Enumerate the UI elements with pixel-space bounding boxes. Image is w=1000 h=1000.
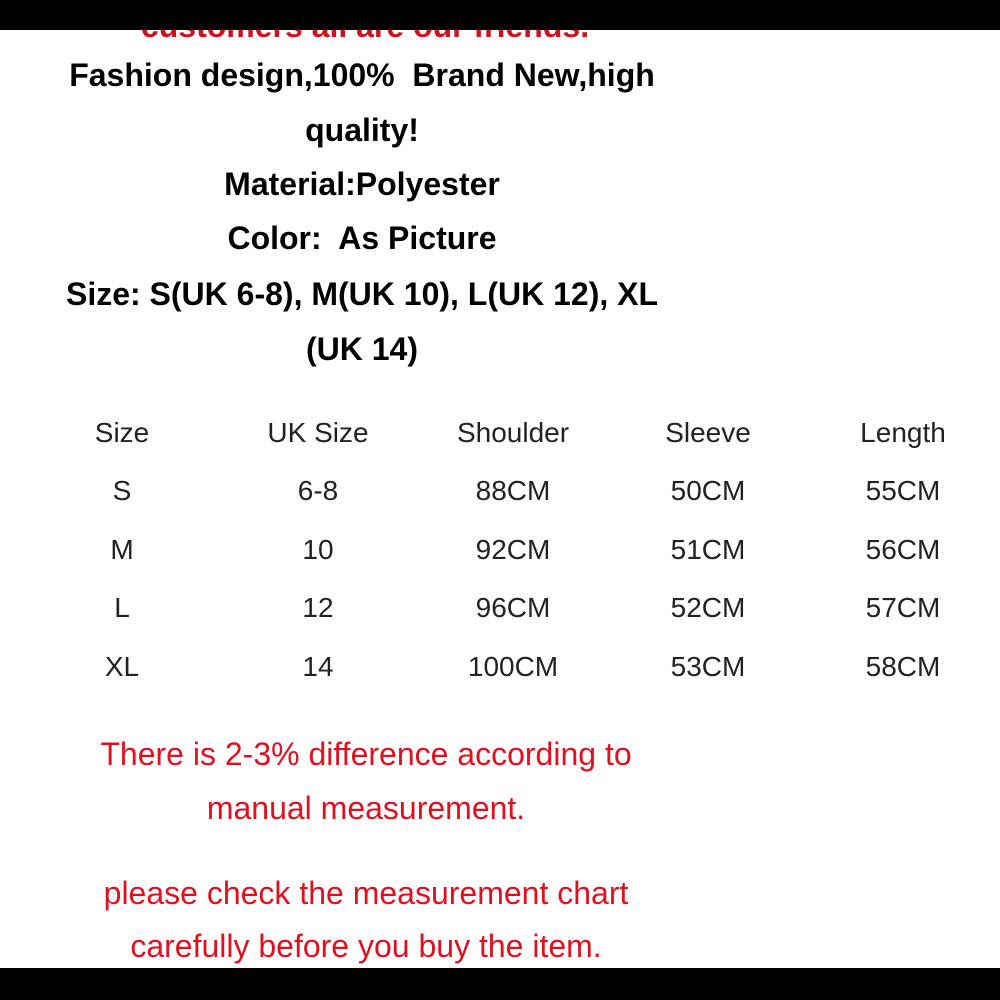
note-line: please check the measurement chart (103, 875, 629, 911)
table-cell: XL (104, 651, 140, 682)
column-header: Sleeve (665, 417, 751, 448)
note-line: There is 2-3% difference according to (100, 736, 632, 772)
table-cell: 96CM (475, 592, 551, 623)
table-cell: 53CM (670, 651, 746, 682)
table-cell: S (112, 475, 132, 506)
note-line: carefully before you buy the item. (130, 928, 602, 964)
table-cell: 56CM (865, 534, 941, 565)
table-cell: 12 (302, 592, 334, 623)
description-line: Color: As Picture (227, 220, 497, 256)
table-cell: 50CM (670, 475, 746, 506)
table-cell: 14 (302, 651, 334, 682)
column-header: Size (94, 417, 150, 448)
column-header: Shoulder (456, 417, 570, 448)
top-bar (0, 0, 1000, 30)
table-cell: 52CM (670, 592, 746, 623)
description-line: Size: S(UK 6-8), M(UK 10), L(UK 12), XL (65, 276, 659, 312)
table-cell: 88CM (475, 475, 551, 506)
table-cell: L (114, 592, 130, 623)
description-line: (UK 14) (305, 331, 419, 367)
table-cell: 58CM (865, 651, 941, 682)
table-cell: 92CM (475, 534, 551, 565)
table-cell: M (110, 534, 134, 565)
table-cell: 51CM (670, 534, 746, 565)
table-cell: 57CM (865, 592, 941, 623)
column-header: UK Size (267, 417, 369, 448)
table-cell: 10 (302, 534, 334, 565)
note-line: manual measurement. (206, 790, 526, 826)
table-cell: 6-8 (297, 475, 339, 506)
description-line: quality! (305, 112, 419, 148)
table-cell: 55CM (865, 475, 941, 506)
description-line: Fashion design,100% Brand New,high (69, 57, 655, 93)
description-line: Material:Polyester (224, 166, 500, 202)
column-header: Length (860, 417, 946, 448)
table-cell: 100CM (467, 651, 559, 682)
bottom-bar (0, 968, 1000, 1000)
